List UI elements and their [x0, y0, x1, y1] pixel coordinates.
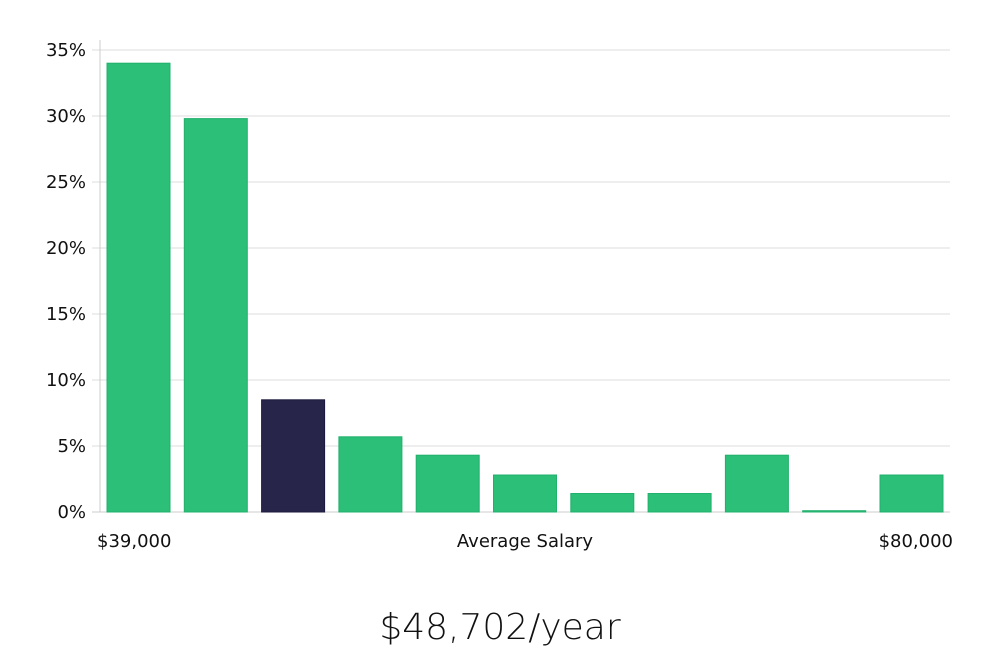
bar	[493, 474, 557, 513]
y-tick-label: 25%	[46, 172, 86, 193]
y-tick-label: 15%	[46, 304, 86, 325]
bar-highlighted	[261, 399, 326, 513]
x-tick-label-max: $80,000	[879, 531, 953, 552]
salary-histogram: 0% 5% 10% 15% 20% 25% 30% 35% $39,000 Average S…	[46, 40, 953, 552]
y-tick-labels: 0% 5% 10% 15% 20% 25% 30% 35%	[46, 40, 86, 523]
y-tick-label: 10%	[46, 370, 86, 391]
bar	[879, 474, 944, 513]
bars	[106, 62, 944, 513]
y-tick-label: 35%	[46, 40, 86, 61]
average-salary-value: $48,702/year	[379, 607, 621, 648]
x-tick-label-min: $39,000	[97, 531, 171, 552]
y-tick-label: 5%	[57, 436, 86, 457]
bar	[802, 510, 867, 513]
bar	[570, 493, 635, 513]
x-axis-title: Average Salary	[457, 531, 594, 552]
bar	[106, 62, 171, 513]
y-tick-label: 30%	[46, 106, 86, 127]
bar	[183, 118, 248, 513]
bar	[647, 493, 712, 513]
bar	[724, 454, 789, 513]
x-labels: $39,000 Average Salary $80,000	[97, 531, 953, 552]
bar	[415, 454, 480, 513]
bar	[338, 436, 403, 513]
y-tick-label: 0%	[57, 502, 86, 523]
y-tick-label: 20%	[46, 238, 86, 259]
